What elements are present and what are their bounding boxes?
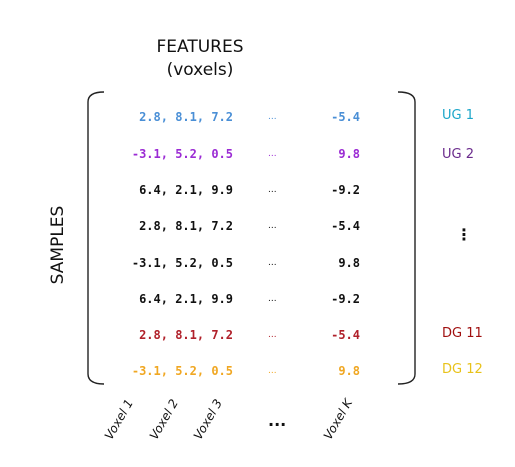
row-values: 6.4, 2.1, 9.9 — [90, 183, 233, 197]
x-ellipsis: ... — [268, 411, 286, 430]
matrix-row: 2.8, 8.1, 7.2... -5.4 — [90, 328, 390, 348]
row-last-value: -9.2 — [312, 183, 360, 197]
row-values: -3.1, 5.2, 0.5 — [90, 256, 233, 270]
group-label-dg11: DG 11 — [442, 326, 483, 341]
row-ellipsis: ... — [268, 149, 277, 159]
row-last-value: -9.2 — [312, 292, 360, 306]
vertical-ellipsis: ⋮ — [456, 231, 472, 238]
row-last-value: 9.8 — [312, 147, 360, 161]
row-ellipsis: ... — [268, 330, 277, 340]
row-last-value: 9.8 — [312, 256, 360, 270]
row-values: 2.8, 8.1, 7.2 — [90, 328, 233, 342]
row-values: 2.8, 8.1, 7.2 — [90, 110, 233, 124]
group-label-ug1: UG 1 — [442, 108, 474, 123]
row-values: -3.1, 5.2, 0.5 — [90, 147, 233, 161]
matrix-row: 6.4, 2.1, 9.9... -9.2 — [90, 183, 390, 203]
matrix-row: -3.1, 5.2, 0.5... 9.8 — [90, 147, 390, 167]
row-last-value: -5.4 — [312, 219, 360, 233]
row-last-value: 9.8 — [312, 364, 360, 378]
group-label-ug2: UG 2 — [442, 147, 474, 162]
row-ellipsis: ... — [268, 112, 277, 122]
row-ellipsis: ... — [268, 258, 277, 268]
matrix-row: 2.8, 8.1, 7.2... -5.4 — [90, 110, 390, 130]
row-values: -3.1, 5.2, 0.5 — [90, 364, 233, 378]
row-ellipsis: ... — [268, 221, 277, 231]
matrix-row: 2.8, 8.1, 7.2... -5.4 — [90, 219, 390, 239]
row-last-value: -5.4 — [312, 110, 360, 124]
row-ellipsis: ... — [268, 185, 277, 195]
matrix-row: -3.1, 5.2, 0.5... 9.8 — [90, 364, 390, 384]
row-values: 6.4, 2.1, 9.9 — [90, 292, 233, 306]
matrix-row: -3.1, 5.2, 0.5... 9.8 — [90, 256, 390, 276]
row-ellipsis: ... — [268, 294, 277, 304]
row-values: 2.8, 8.1, 7.2 — [90, 219, 233, 233]
matrix-row: 6.4, 2.1, 9.9... -9.2 — [90, 292, 390, 312]
right-bracket — [398, 92, 415, 384]
row-ellipsis: ... — [268, 366, 277, 376]
group-label-dg12: DG 12 — [442, 362, 483, 377]
row-last-value: -5.4 — [312, 328, 360, 342]
